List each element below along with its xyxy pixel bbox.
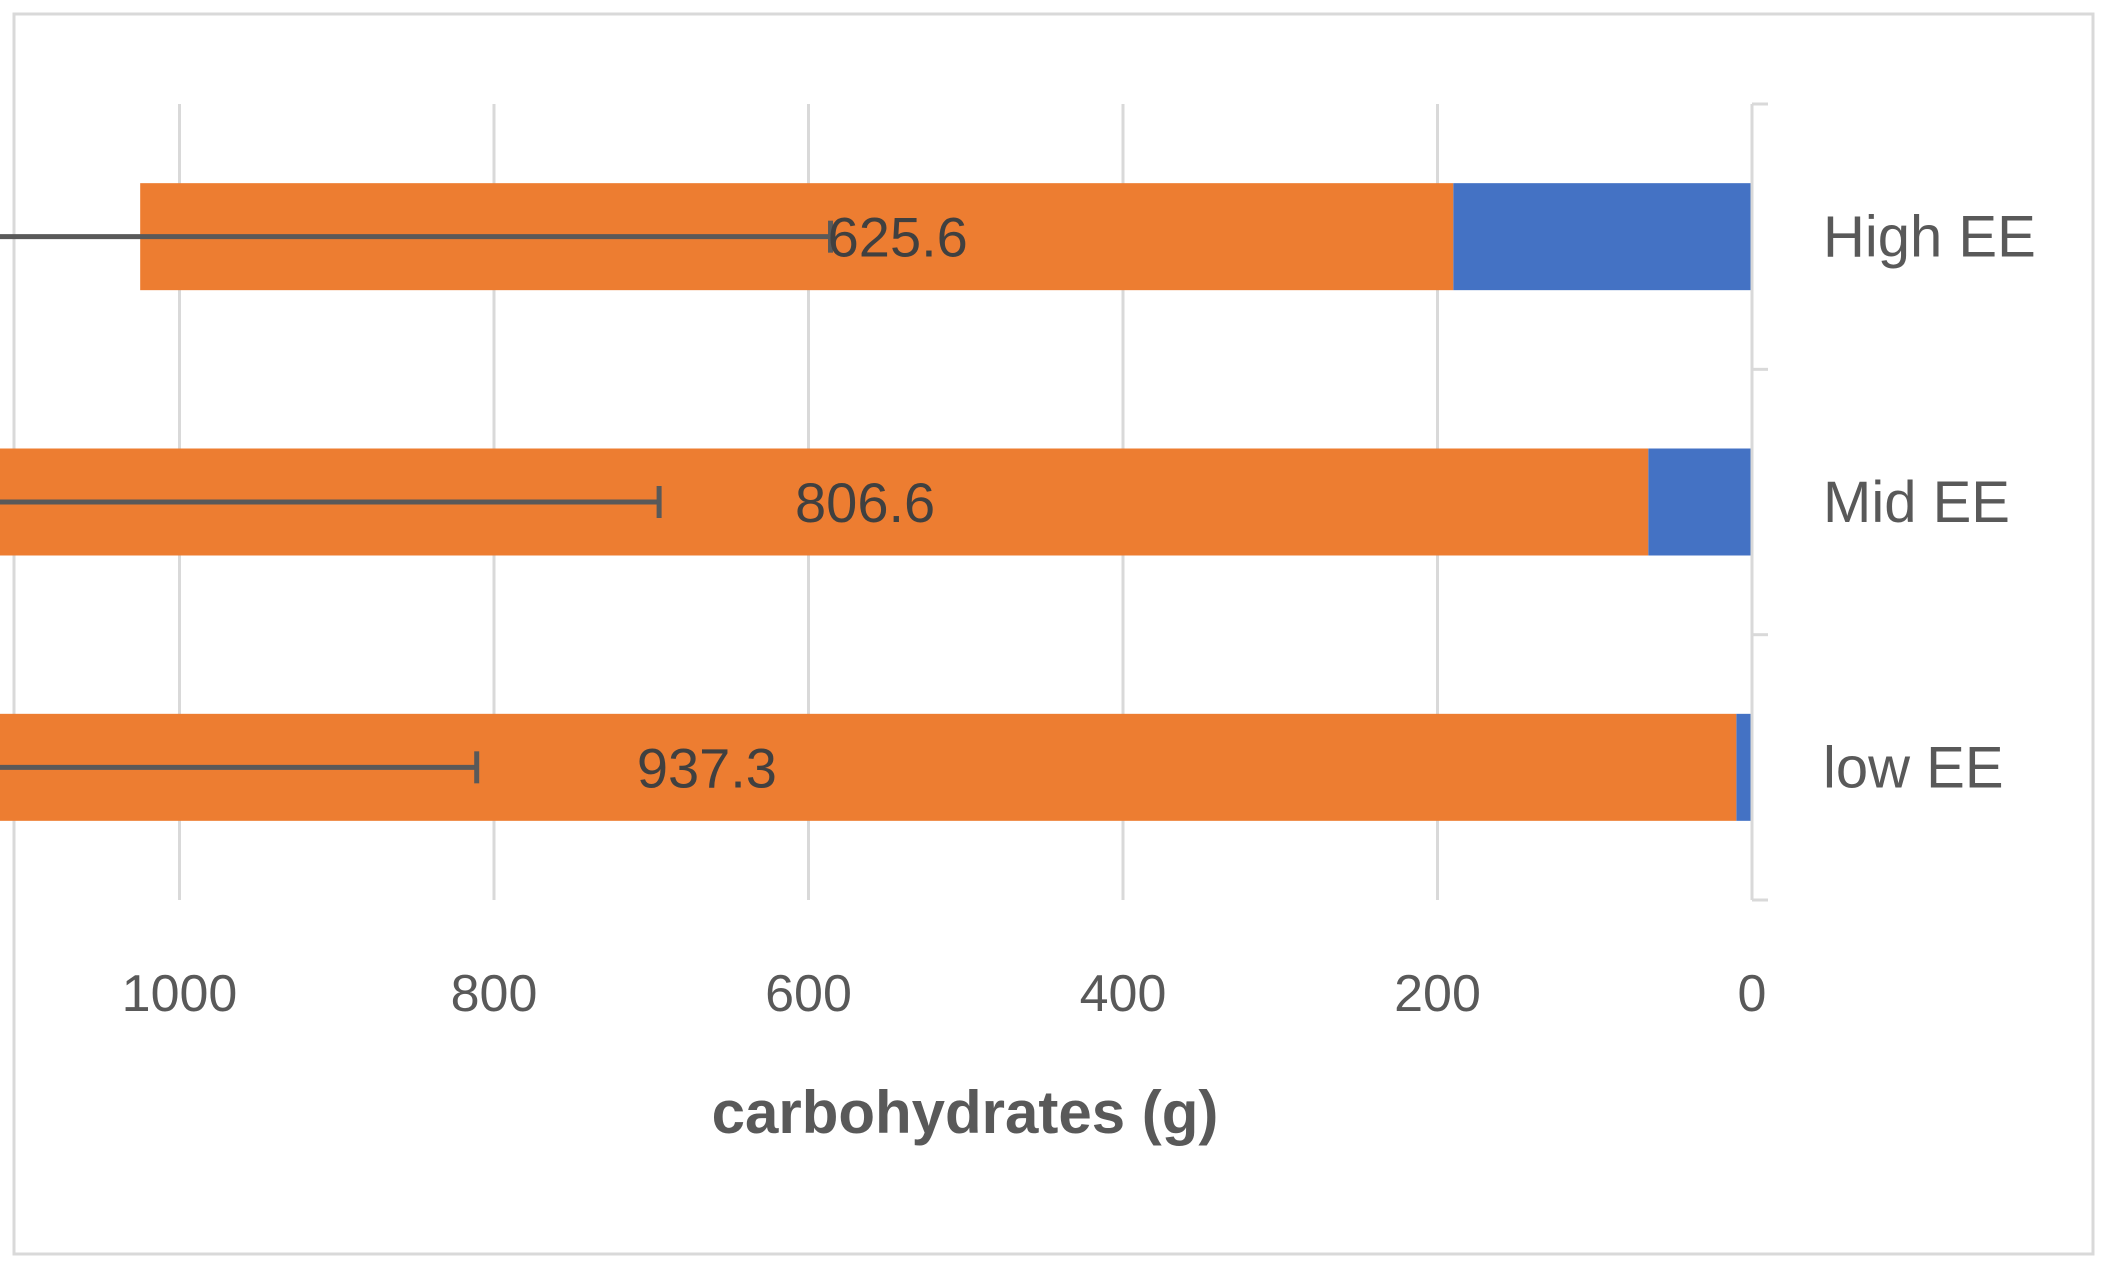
category-label: low EE bbox=[1823, 735, 2004, 800]
x-tick-label: 400 bbox=[1080, 965, 1167, 1023]
category-axis bbox=[1750, 102, 1768, 902]
data-label: 806.6 bbox=[795, 471, 935, 534]
x-tick-label: 200 bbox=[1394, 965, 1481, 1023]
category-label: Mid EE bbox=[1823, 470, 2010, 535]
data-label: 625.6 bbox=[828, 206, 968, 269]
error-bars bbox=[0, 220, 834, 784]
x-tick-label: 0 bbox=[1738, 965, 1767, 1023]
x-tick-label: 600 bbox=[765, 965, 852, 1023]
data-label: 937.3 bbox=[637, 736, 777, 799]
bar-segment-blue bbox=[1648, 448, 1752, 556]
category-label: High EE bbox=[1823, 205, 2036, 270]
x-tick-label: 800 bbox=[451, 965, 538, 1023]
bar-segment-blue bbox=[1453, 183, 1752, 291]
x-tick-label: 1000 bbox=[122, 965, 238, 1023]
x-axis-title: carbohydrates (g) bbox=[712, 1079, 1219, 1146]
bar-segment-blue bbox=[1736, 713, 1752, 821]
